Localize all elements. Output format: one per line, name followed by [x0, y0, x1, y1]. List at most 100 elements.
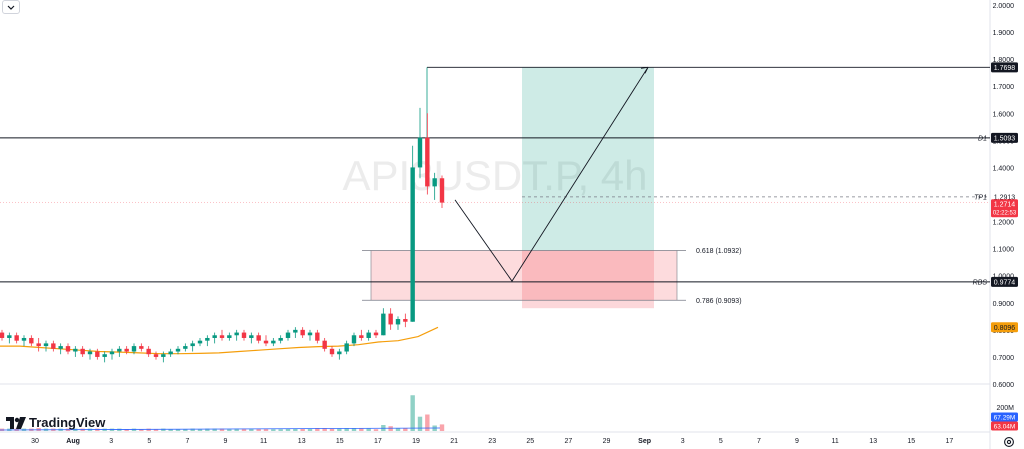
candle-body: [168, 351, 173, 355]
time-tick-label: 3: [109, 438, 113, 445]
volume-bar: [329, 428, 335, 431]
time-tick-label: Sep: [638, 438, 651, 445]
candle-body: [381, 313, 386, 336]
candle-body: [241, 332, 247, 338]
candle-body: [395, 319, 401, 325]
time-tick-label: 7: [185, 438, 189, 445]
candle-body: [29, 337, 34, 344]
candle-body: [388, 313, 393, 325]
time-tick-label: 11: [831, 438, 838, 445]
candle-body: [432, 178, 437, 187]
time-tick-label: 9: [795, 438, 799, 445]
volume-bar: [212, 428, 217, 431]
volume-bar: [146, 428, 151, 431]
volume-bar: [197, 429, 203, 431]
volume-bar: [322, 428, 327, 431]
volume-bar: [241, 428, 247, 431]
tradingview-logo-text: TradingView: [29, 415, 106, 430]
candle-body: [234, 332, 239, 336]
time-tick-label: 21: [450, 438, 458, 445]
candle-body: [219, 335, 225, 338]
candle-body: [190, 343, 195, 347]
volume-bar: [175, 429, 181, 431]
candle-body: [278, 337, 283, 341]
volume-bar: [219, 428, 225, 431]
volume-axis-label: 200M: [996, 405, 1014, 412]
volume-bar: [403, 428, 408, 431]
candle-body: [227, 335, 232, 338]
candle-body: [256, 335, 261, 341]
candle-body: [58, 346, 63, 349]
ma-price-tag: 0.8096: [994, 325, 1016, 332]
tradingview-logo[interactable]: TradingView: [6, 415, 105, 430]
volume-bar: [300, 428, 305, 431]
candle-body: [212, 335, 217, 338]
volume-tag: 63.04M: [994, 424, 1016, 431]
price-tick-label: 1.2000: [993, 220, 1015, 227]
volume-tag-bg: [991, 421, 1018, 431]
fib-lower-label: 0.786 (0.9093): [696, 298, 742, 305]
candle-body: [425, 137, 430, 187]
countdown-tag: 02:22:53: [993, 211, 1017, 217]
candle-body: [95, 351, 100, 357]
volume-tag: 67.29M: [994, 415, 1016, 422]
volume-bar: [256, 428, 261, 431]
candle-body: [65, 346, 71, 352]
gear-icon[interactable]: [1003, 436, 1015, 448]
candle-body: [249, 335, 254, 338]
volume-bar: [249, 428, 254, 431]
time-tick-label: 13: [298, 438, 306, 445]
candle-body: [21, 337, 27, 341]
time-tick-label: 17: [374, 438, 382, 445]
time-tick-label: 3: [681, 438, 685, 445]
candle-body: [263, 340, 269, 344]
candle-body: [205, 337, 210, 341]
price-tick-label: 0.7000: [993, 355, 1015, 362]
level-name-label: RBS: [973, 279, 988, 286]
candle-body: [0, 332, 5, 338]
projection-arrowhead: [640, 66, 649, 74]
time-tick-label: 5: [147, 438, 151, 445]
candle-body: [359, 335, 364, 338]
candle-body: [153, 354, 159, 357]
candle-body: [124, 348, 129, 352]
volume-bar: [205, 428, 210, 431]
candle-body: [337, 351, 342, 355]
candle-body: [366, 332, 371, 338]
candle-body: [351, 335, 357, 344]
candle-body: [197, 340, 203, 344]
level-price-tag-bg: [991, 132, 1018, 143]
tradingview-logo-icon: [6, 416, 26, 429]
position-tool[interactable]: [522, 67, 654, 309]
fib-zone[interactable]: 0.618 (1.0932) 0.786 (0.9093): [362, 248, 742, 305]
time-tick-label: 27: [565, 438, 573, 445]
candle-body: [102, 354, 107, 357]
volume-bar: [124, 429, 129, 431]
volume-bar: [417, 416, 423, 431]
volume-bar: [153, 429, 159, 431]
time-tick-label: 9: [224, 438, 228, 445]
projection-path[interactable]: [454, 66, 649, 282]
time-tick-label: 5: [719, 438, 723, 445]
volume-bar: [293, 428, 298, 431]
volume-bar: [359, 428, 364, 431]
moving-average: [0, 326, 439, 355]
volume-bar: [337, 428, 342, 431]
volume-bar: [315, 428, 320, 431]
collapse-button[interactable]: [2, 0, 20, 14]
time-tick-label: 13: [869, 438, 877, 445]
volume-ma-line: [0, 427, 441, 431]
time-tick-label: 19: [412, 438, 420, 445]
volume-bar: [344, 428, 349, 431]
level-price-tag: 1.5093: [994, 135, 1016, 142]
candle-body: [109, 351, 115, 355]
volume-bar: [139, 429, 144, 431]
volume-tag-bg: [991, 412, 1018, 422]
time-tick-label: 15: [907, 438, 915, 445]
candle-body: [285, 332, 291, 338]
volume-bar: [131, 428, 137, 431]
volume-bar: [366, 428, 371, 431]
time-tick-label: 30: [31, 438, 39, 445]
